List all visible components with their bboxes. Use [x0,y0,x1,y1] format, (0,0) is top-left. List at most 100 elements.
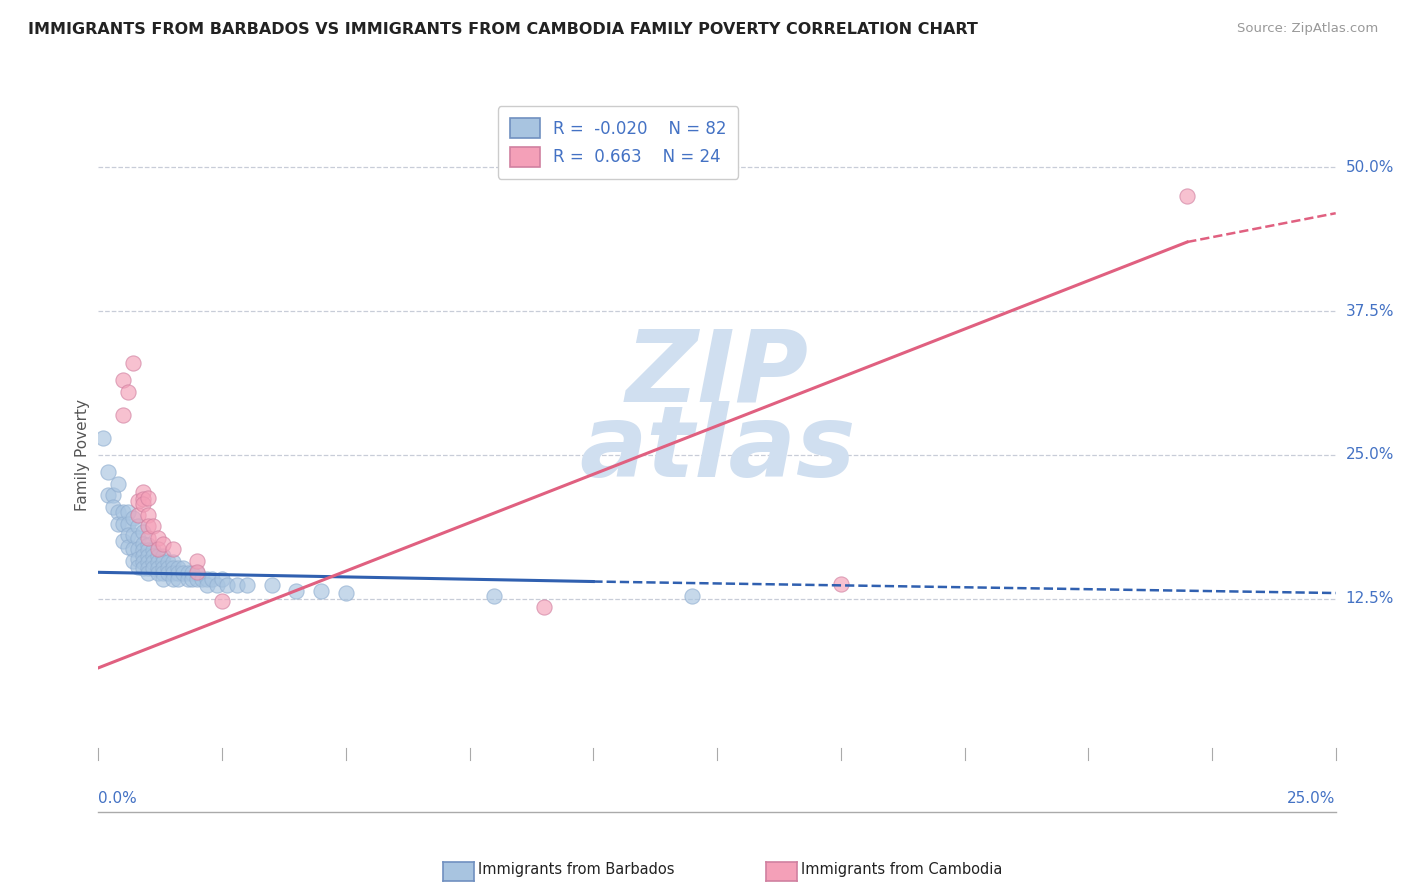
Point [1175,189,1198,203]
Point [181,572,204,586]
Point [162,572,184,586]
Point [186,554,208,568]
Point [127,519,149,533]
Point [132,524,155,539]
Point [166,560,188,574]
Text: 25.0%: 25.0% [1288,791,1336,806]
Point [186,566,208,581]
Point [152,536,174,550]
Point [107,516,129,531]
Text: ZIP: ZIP [626,326,808,423]
Point [136,555,159,569]
Point [136,538,159,552]
Point [146,531,169,545]
Point [260,578,283,592]
Point [142,549,165,564]
Point [533,599,555,614]
Point [152,549,174,564]
Point [226,578,249,592]
Point [93,431,115,445]
Point [335,586,357,600]
Text: IMMIGRANTS FROM BARBADOS VS IMMIGRANTS FROM CAMBODIA FAMILY POVERTY CORRELATION : IMMIGRANTS FROM BARBADOS VS IMMIGRANTS F… [28,22,979,37]
Point [132,484,155,499]
Point [122,528,145,542]
Point [127,559,149,574]
Point [117,384,139,399]
Text: atlas: atlas [579,401,855,498]
Point [112,506,135,520]
Point [146,566,169,581]
Point [484,590,506,604]
Point [97,488,120,502]
Point [211,594,233,608]
Point [236,578,259,592]
Point [142,560,165,574]
Point [117,516,139,531]
Point [112,408,135,422]
Point [162,566,184,581]
Point [132,549,155,564]
Point [132,497,155,511]
Point [112,534,135,549]
Text: Immigrants from Cambodia: Immigrants from Cambodia [801,863,1002,877]
Point [132,560,155,574]
Point [122,511,145,525]
Point [681,590,703,604]
Point [181,566,204,581]
Point [127,531,149,545]
Point [142,519,165,533]
Point [205,578,228,592]
Point [112,516,135,531]
Point [195,578,218,592]
Point [830,577,852,591]
Text: 25.0%: 25.0% [1346,448,1393,462]
Text: Immigrants from Barbados: Immigrants from Barbados [478,863,675,877]
Point [176,572,198,586]
Point [156,555,179,569]
Point [152,555,174,569]
Point [103,488,125,502]
Point [127,551,149,566]
Point [146,560,169,574]
Point [132,543,155,558]
Point [156,560,179,574]
Point [122,356,145,370]
Text: 12.5%: 12.5% [1346,591,1393,607]
Text: Source: ZipAtlas.com: Source: ZipAtlas.com [1237,22,1378,36]
Point [107,476,129,491]
Text: 50.0%: 50.0% [1346,160,1393,175]
Point [132,555,155,569]
Point [136,566,159,581]
Point [217,578,239,592]
Point [127,508,149,522]
Point [156,566,179,581]
Point [136,543,159,558]
Point [162,555,184,569]
Point [309,583,332,598]
Point [132,491,155,506]
Y-axis label: Family Poverty: Family Poverty [75,399,90,511]
Point [162,542,184,557]
Point [117,506,139,520]
Point [127,542,149,557]
Point [136,519,159,533]
Point [172,560,194,574]
Point [136,491,159,505]
Point [103,500,125,514]
Point [107,506,129,520]
Point [146,542,169,557]
Text: 37.5%: 37.5% [1346,303,1393,318]
Point [142,555,165,569]
Point [152,566,174,581]
Point [146,549,169,564]
Point [152,572,174,586]
Point [162,560,184,574]
Point [136,531,159,545]
Point [136,508,159,522]
Point [166,572,188,586]
Point [136,549,159,564]
Point [285,583,308,598]
Point [211,572,233,586]
Point [97,465,120,479]
Point [117,528,139,542]
